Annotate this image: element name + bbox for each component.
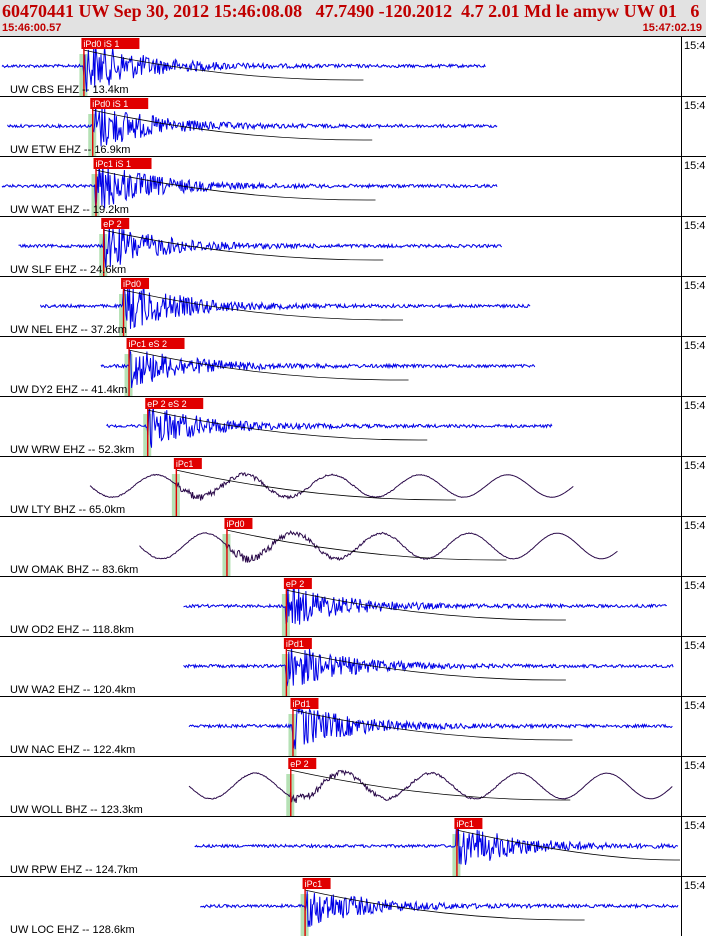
phase-pick-label: iPc1 (305, 879, 323, 889)
waveform-trace (194, 820, 679, 865)
station-label: UW LTY BHZ -- 65.0km (10, 504, 125, 516)
phase-pick-flag (145, 398, 204, 409)
phase-pick-label: iPc1 (456, 819, 474, 829)
waveform-trace (188, 769, 673, 804)
coda-curve (147, 409, 428, 441)
coda-curve (285, 589, 566, 621)
waveform-trace (18, 221, 503, 268)
waveform-trace (100, 349, 536, 388)
station-label: UW WA2 EHZ -- 120.4km (10, 684, 136, 696)
phase-pick-flag (93, 158, 152, 169)
phase-pick-label: eP 2 (103, 219, 121, 229)
tick-label: 15:4 (684, 700, 705, 712)
station-label: UW CBS EHZ -- 13.4km (10, 84, 129, 96)
coda-curve (92, 109, 373, 141)
tick-label: 15:4 (684, 820, 705, 832)
tick-label: 15:4 (684, 400, 705, 412)
phase-pick-flag (454, 818, 483, 829)
waveform-trace (183, 645, 674, 687)
tick-label: 15:4 (684, 880, 705, 892)
phase-pick-flag (283, 578, 312, 589)
phase-pick-label: iPd0 (226, 519, 244, 529)
phase-pick-flag (290, 698, 319, 709)
phase-pick-label: iPd0 (123, 279, 141, 289)
coda-curve (128, 349, 409, 381)
coda-curve (175, 469, 456, 501)
coda-curve (292, 709, 573, 741)
tick-label: 15:4 (684, 340, 705, 352)
coda-curve (226, 529, 507, 561)
phase-pick-flag (126, 338, 185, 349)
station-label: UW OMAK BHZ -- 83.6km (10, 564, 138, 576)
tick-label: 15:4 (684, 220, 705, 232)
tick-label: 15:4 (684, 580, 705, 592)
phase-pick-label: iPd1 (286, 639, 304, 649)
phase-pick-flag (302, 878, 331, 889)
start-time: 15:46:00.57 (2, 22, 62, 34)
end-time: 15:47:02.19 (642, 22, 702, 34)
coda-curve (103, 229, 384, 261)
station-label: UW DY2 EHZ -- 41.4km (10, 384, 127, 396)
station-label: UW RPW EHZ -- 124.7km (10, 864, 138, 876)
tick-label: 15:4 (684, 160, 705, 172)
coda-curve (304, 889, 585, 921)
phase-pick-label: iPd0 iS 1 (92, 99, 128, 109)
seismogram-panel: 15:4 iPd0 iS 1 UW CBS EHZ -- 13.4km 15:4 iPd… (0, 36, 706, 936)
tick-label: 15:4 (684, 40, 705, 52)
phase-pick-label: iPc1 eS 2 (129, 339, 168, 349)
phase-pick-label: eP 2 (286, 579, 304, 589)
phase-pick-flag (101, 218, 130, 229)
phase-pick-flag (224, 518, 253, 529)
station-label: UW WOLL BHZ -- 123.3km (10, 804, 143, 816)
phase-pick-flag (81, 38, 140, 49)
coda-curve (285, 649, 566, 681)
waveform-trace (1, 45, 486, 92)
waveform-trace (106, 406, 553, 448)
station-label: UW SLF EHZ -- 24.6km (10, 264, 126, 276)
station-label: UW LOC EHZ -- 128.6km (10, 924, 135, 936)
station-label: UW WRW EHZ -- 52.3km (10, 444, 134, 456)
tick-label: 15:4 (684, 760, 705, 772)
phase-pick-flag (121, 278, 150, 289)
waveform-trace (1, 160, 498, 209)
station-label: UW NAC EHZ -- 122.4km (10, 744, 135, 756)
waveform-trace (89, 472, 574, 501)
waveform-trace (139, 529, 618, 563)
waveform-trace (183, 583, 667, 625)
tick-label: 15:4 (684, 280, 705, 292)
station-label: UW OD2 EHZ -- 118.8km (10, 624, 134, 636)
phase-pick-label: iPd1 (292, 699, 310, 709)
waveform-trace (7, 104, 498, 147)
tick-label: 15:4 (684, 520, 705, 532)
station-label: UW ETW EHZ -- 16.9km (10, 144, 130, 156)
phase-pick-label: iPc1 (176, 459, 194, 469)
phase-pick-flag (283, 638, 312, 649)
tick-label: 15:4 (684, 460, 705, 472)
event-header: 60470441 UW Sep 30, 2012 15:46:08.08 47.… (0, 0, 706, 36)
coda-curve (95, 169, 376, 201)
phase-pick-flag (288, 758, 317, 769)
coda-curve (83, 49, 364, 81)
station-label: UW NEL EHZ -- 37.2km (10, 324, 127, 336)
phase-pick-label: eP 2 eS 2 (147, 399, 186, 409)
tick-label: 15:4 (684, 640, 705, 652)
coda-curve (456, 829, 681, 861)
waveform-trace (200, 891, 679, 927)
coda-curve (290, 769, 571, 801)
phase-pick-flag (90, 98, 149, 109)
station-label: UW WAT EHZ -- 19.2km (10, 204, 129, 216)
phase-pick-flag (173, 458, 202, 469)
phase-pick-label: iPc1 iS 1 (96, 159, 132, 169)
phase-pick-label: iPd0 iS 1 (83, 39, 119, 49)
phase-pick-label: eP 2 (290, 759, 308, 769)
waveform-trace (40, 282, 531, 329)
event-title: 60470441 UW Sep 30, 2012 15:46:08.08 47.… (2, 1, 700, 21)
waveform-trace (188, 703, 673, 750)
coda-curve (122, 289, 404, 321)
tick-label: 15:4 (684, 100, 705, 112)
